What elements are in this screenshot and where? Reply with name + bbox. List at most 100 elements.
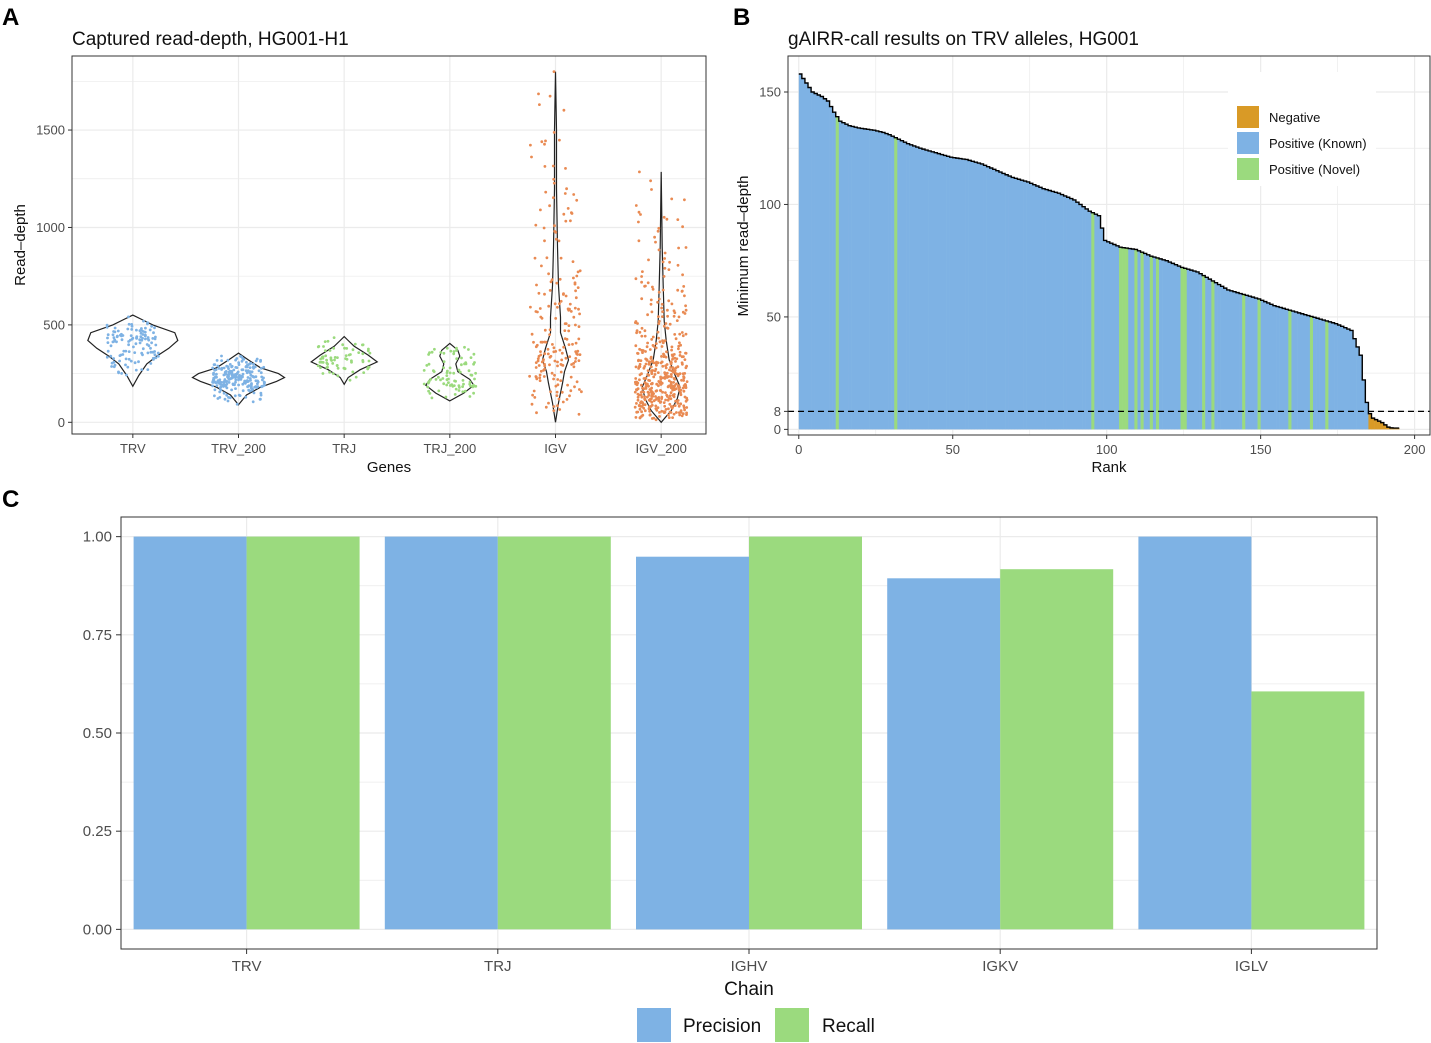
data-point-outlier bbox=[548, 94, 552, 98]
data-point bbox=[575, 198, 579, 202]
data-point bbox=[367, 359, 371, 363]
data-point bbox=[441, 377, 445, 380]
data-point bbox=[222, 391, 226, 395]
data-point bbox=[664, 398, 667, 402]
data-point bbox=[651, 287, 655, 291]
data-point bbox=[571, 342, 574, 346]
data-point bbox=[236, 371, 239, 375]
bar-positive-known bbox=[1199, 273, 1203, 430]
data-point bbox=[325, 361, 329, 365]
data-point bbox=[211, 366, 215, 370]
data-point bbox=[635, 329, 639, 332]
data-point bbox=[437, 375, 440, 379]
data-point bbox=[570, 211, 573, 215]
data-point bbox=[445, 383, 449, 387]
panel-letter-b: B bbox=[733, 4, 750, 31]
data-point bbox=[544, 139, 547, 143]
data-point bbox=[241, 389, 245, 393]
data-point bbox=[669, 391, 673, 395]
data-point bbox=[671, 357, 674, 361]
data-point bbox=[547, 272, 550, 276]
data-point bbox=[135, 335, 139, 338]
data-point bbox=[455, 349, 458, 352]
x-tick-label: 50 bbox=[945, 442, 959, 457]
bar-positive-known bbox=[934, 152, 938, 430]
data-point bbox=[538, 376, 542, 380]
data-point bbox=[662, 215, 666, 219]
data-point bbox=[112, 357, 115, 360]
y-tick-label: 500 bbox=[43, 317, 65, 332]
data-point bbox=[572, 315, 576, 319]
data-point bbox=[444, 395, 448, 399]
data-point bbox=[643, 395, 646, 398]
data-point bbox=[455, 357, 459, 361]
data-point bbox=[538, 307, 542, 310]
data-point bbox=[543, 292, 546, 296]
data-point bbox=[634, 365, 638, 369]
bar-positive-known bbox=[1029, 183, 1034, 430]
data-point bbox=[659, 361, 663, 365]
data-point bbox=[126, 315, 130, 319]
data-point bbox=[546, 347, 550, 351]
data-point bbox=[428, 351, 431, 355]
bar-positive-known bbox=[1319, 319, 1323, 430]
bar-positive-novel bbox=[1257, 298, 1261, 430]
data-point bbox=[472, 352, 476, 356]
x-tick-label: TRV bbox=[232, 958, 262, 975]
x-tick-label: IGHV bbox=[731, 958, 768, 975]
data-point bbox=[638, 416, 642, 420]
data-point bbox=[341, 343, 345, 347]
data-point bbox=[215, 359, 219, 362]
legend-label-negative: Negative bbox=[1269, 110, 1320, 125]
data-point bbox=[652, 416, 656, 420]
data-point bbox=[366, 349, 370, 353]
data-point bbox=[670, 302, 674, 306]
data-point bbox=[660, 302, 664, 306]
data-point bbox=[532, 389, 536, 393]
data-point bbox=[106, 349, 110, 353]
data-point bbox=[240, 359, 244, 363]
data-point bbox=[256, 385, 260, 388]
bar-positive-known bbox=[1254, 298, 1258, 430]
data-point bbox=[220, 367, 224, 371]
data-point bbox=[680, 290, 684, 293]
data-point bbox=[332, 346, 336, 350]
data-point bbox=[651, 335, 655, 339]
data-point bbox=[251, 400, 255, 404]
data-point bbox=[237, 393, 241, 397]
data-point bbox=[684, 332, 688, 336]
bar-positive-novel bbox=[1202, 275, 1206, 430]
data-point bbox=[668, 394, 672, 398]
data-point bbox=[655, 389, 659, 392]
data-point bbox=[124, 363, 127, 367]
data-point bbox=[572, 362, 575, 365]
panel-b-y-label: Minimum read–depth bbox=[735, 176, 752, 317]
bar-positive-known bbox=[798, 73, 803, 430]
data-point bbox=[634, 320, 638, 323]
data-point bbox=[361, 343, 365, 347]
data-point bbox=[445, 346, 449, 350]
data-point bbox=[212, 378, 215, 382]
bar-positive-known bbox=[1072, 199, 1077, 430]
bar-precision-ighv bbox=[636, 556, 749, 930]
bar-positive-known bbox=[909, 144, 914, 430]
data-point bbox=[430, 350, 434, 354]
data-point bbox=[577, 359, 581, 362]
bar-recall-igkv bbox=[1000, 569, 1114, 930]
data-point bbox=[574, 357, 578, 360]
panel-c-legend: Precision Recall bbox=[637, 1008, 875, 1042]
y-tick-label: 150 bbox=[759, 84, 781, 99]
bar-negative bbox=[1386, 427, 1391, 430]
data-point bbox=[648, 361, 651, 365]
data-point bbox=[154, 356, 158, 360]
data-point-outlier bbox=[552, 70, 556, 73]
data-point bbox=[457, 389, 461, 392]
data-point bbox=[211, 384, 215, 388]
data-point bbox=[120, 372, 123, 375]
data-point bbox=[574, 296, 578, 300]
bar-positive-known bbox=[1005, 174, 1009, 430]
data-point bbox=[109, 344, 113, 348]
data-point bbox=[650, 310, 654, 314]
data-point bbox=[556, 378, 560, 381]
data-point bbox=[348, 378, 352, 382]
